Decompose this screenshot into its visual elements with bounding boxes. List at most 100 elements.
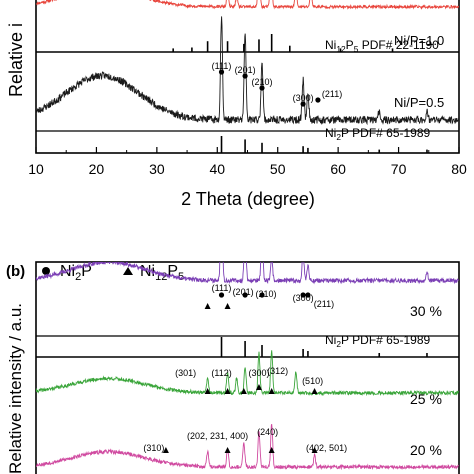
ni12p5-triangle-icon xyxy=(123,267,133,275)
ni2p-circle-icon xyxy=(259,85,265,91)
panel-b-ref-1-label: Ni2P PDF# 65-1989 xyxy=(325,333,431,349)
panel-a-series-2-name: Ni/P=0.5 xyxy=(394,95,444,110)
panel-b-annotation: (300) xyxy=(248,368,269,390)
panel-a-curves xyxy=(36,0,459,126)
panel-a-peak-label: (201) xyxy=(235,65,256,79)
panel-b-annotation-label: (301) xyxy=(175,368,196,378)
panel-b-annotation-label: (210) xyxy=(255,289,276,299)
panel-b-annotation-label: (300) xyxy=(293,293,314,303)
panel-b-annotation: (211) xyxy=(305,292,334,309)
panel-b-annotation: (111) xyxy=(212,283,232,298)
ni12p5-triangle-icon xyxy=(268,447,275,453)
ni2p-circle-icon xyxy=(305,292,311,298)
x-tick-label: 20 xyxy=(89,161,105,177)
panel-b-annotation-label: (201) xyxy=(233,287,254,297)
ni2p-circle-icon xyxy=(315,97,321,103)
panel-a-y-axis-label: Relative i xyxy=(6,23,26,97)
panel-a-series-1-name: Ni/P=1.0 xyxy=(394,33,444,48)
ni2p-circle-icon xyxy=(242,292,248,298)
panel-b-annotation-label: (202, 231, 400) xyxy=(187,431,248,441)
panel-b-annotation-label: (240) xyxy=(257,427,278,437)
ni2p-circle-icon xyxy=(259,292,265,298)
x-tick-label: 60 xyxy=(330,161,346,177)
ni2p-circle-icon xyxy=(42,267,50,275)
ni12p5-triangle-icon xyxy=(204,388,211,394)
panel-b-annotation: (312) xyxy=(267,366,288,394)
ni12p5-triangle-icon xyxy=(240,388,247,394)
panel-b-series-3-name: 20 % xyxy=(410,442,442,458)
panel-b-series-2-line xyxy=(36,350,459,397)
panel-a-reference-patterns: Ni12P5 PDF# 22-1190 Ni2P PDF# 65-1989 xyxy=(36,34,459,153)
panel-b-y-axis-label: Relative intensity / a.u. xyxy=(6,303,25,474)
panel-b-annotation: (202, 231, 400) xyxy=(187,431,248,453)
panel-b-annotation: (210) xyxy=(255,289,276,299)
x-tick-label: 50 xyxy=(270,161,286,177)
x-tick-label: 40 xyxy=(209,161,225,177)
panel-a-peak-label-text: (111) xyxy=(212,61,232,71)
panel-a-peak-label-text: (300) xyxy=(293,93,314,103)
panel-a-peak-label: (210) xyxy=(251,77,273,91)
ni12p5-triangle-icon xyxy=(255,384,262,390)
ni12p5-triangle-icon xyxy=(224,447,231,453)
ni12p5-triangle-icon xyxy=(311,388,318,394)
panel-b-annotation-label: (211) xyxy=(314,299,334,309)
x-tick-label: 30 xyxy=(149,161,165,177)
x-tick-label: 70 xyxy=(391,161,407,177)
panel-b-annotation xyxy=(204,303,211,309)
panel-a-peak-label-text: (210) xyxy=(251,77,272,87)
panel-b-tag: (b) xyxy=(6,263,25,280)
panel-b-annotation: (310) xyxy=(143,443,169,453)
panel-b-annotation: (300) xyxy=(293,292,314,303)
ni12p5-triangle-icon xyxy=(224,303,231,309)
panel-b-annotation-label: (510) xyxy=(302,376,323,386)
panel-b-annotation-label: (111) xyxy=(212,283,232,293)
ni2p-circle-icon xyxy=(300,101,306,107)
panel-a: Ni12P5 PDF# 22-1190 Ni2P PDF# 65-1989 (11… xyxy=(6,0,467,209)
panel-b-reference-patterns: Ni2P PDF# 65-1989 xyxy=(36,333,459,357)
panel-b-annotation: (510) xyxy=(302,376,323,394)
panel-b-annotation: (301) xyxy=(175,368,211,394)
panel-b-annotation-label: (112) xyxy=(211,368,231,378)
panel-a-peak-label-text: (201) xyxy=(235,65,256,75)
panel-a-peak-labels: (111) (201) (210) (300) (211) xyxy=(212,61,342,107)
panel-b-series-1-name: 30 % xyxy=(410,303,442,319)
panel-b-annotation: (240) xyxy=(257,427,278,453)
panel-b-annotation: (402, 501) xyxy=(306,443,347,453)
panel-b-frame xyxy=(35,261,460,474)
panel-b: (b) Ni2P Ni12P5 Ni2P PDF# 65-1989 (111)(… xyxy=(6,261,460,474)
panel-b-curves xyxy=(36,262,459,471)
panel-b-annotation: (112) xyxy=(211,368,232,394)
panel-a-x-axis: 10 20 30 40 50 60 70 80 xyxy=(28,147,467,177)
panel-a-x-axis-label: 2 Theta (degree) xyxy=(181,189,315,209)
panel-a-peak-label: (300) xyxy=(293,93,314,107)
panel-a-peak-label: (211) xyxy=(315,89,342,103)
panel-b-annotation xyxy=(224,303,231,309)
panel-b-tag-text: (b) xyxy=(6,263,25,280)
panel-a-peak-label-text: (211) xyxy=(322,89,342,99)
ni12p5-triangle-icon xyxy=(204,303,211,309)
panel-b-annotation: (201) xyxy=(233,287,254,298)
ni12p5-triangle-icon xyxy=(311,447,318,453)
ni2p-circle-icon xyxy=(218,292,225,298)
panel-b-annotation xyxy=(240,388,247,394)
ni12p5-triangle-icon xyxy=(224,388,231,394)
x-tick-label: 10 xyxy=(28,161,44,177)
panel-a-ref-2-label: Ni2P PDF# 65-1989 xyxy=(325,126,431,142)
panel-b-annotation-label: (402, 501) xyxy=(306,443,347,453)
panel-b-annotation-label: (300) xyxy=(248,368,269,378)
panel-b-series-1-line xyxy=(36,262,459,285)
ni12p5-triangle-icon xyxy=(162,447,169,453)
panel-a-series-1-line xyxy=(36,0,459,10)
ni12p5-triangle-icon xyxy=(268,388,275,394)
panel-b-annotation-label: (310) xyxy=(143,443,164,453)
legend-ni2p-label: Ni2P xyxy=(60,263,92,283)
panel-b-annotation-label: (312) xyxy=(267,366,288,376)
panel-b-ref-1-lines xyxy=(220,337,428,357)
panel-a-ref-1-label: Ni12P5 PDF# 22-1190 xyxy=(325,38,439,54)
panel-a-series-2-line xyxy=(36,16,459,126)
panel-b-series-3-line xyxy=(36,423,459,471)
ni2p-circle-icon xyxy=(300,292,306,298)
ni2p-circle-icon xyxy=(242,73,248,79)
panel-a-ref-1-lines xyxy=(172,34,394,52)
panel-b-annotations: (111) (201) (210) (300)(211)(301) (112) (300)… xyxy=(143,283,347,453)
